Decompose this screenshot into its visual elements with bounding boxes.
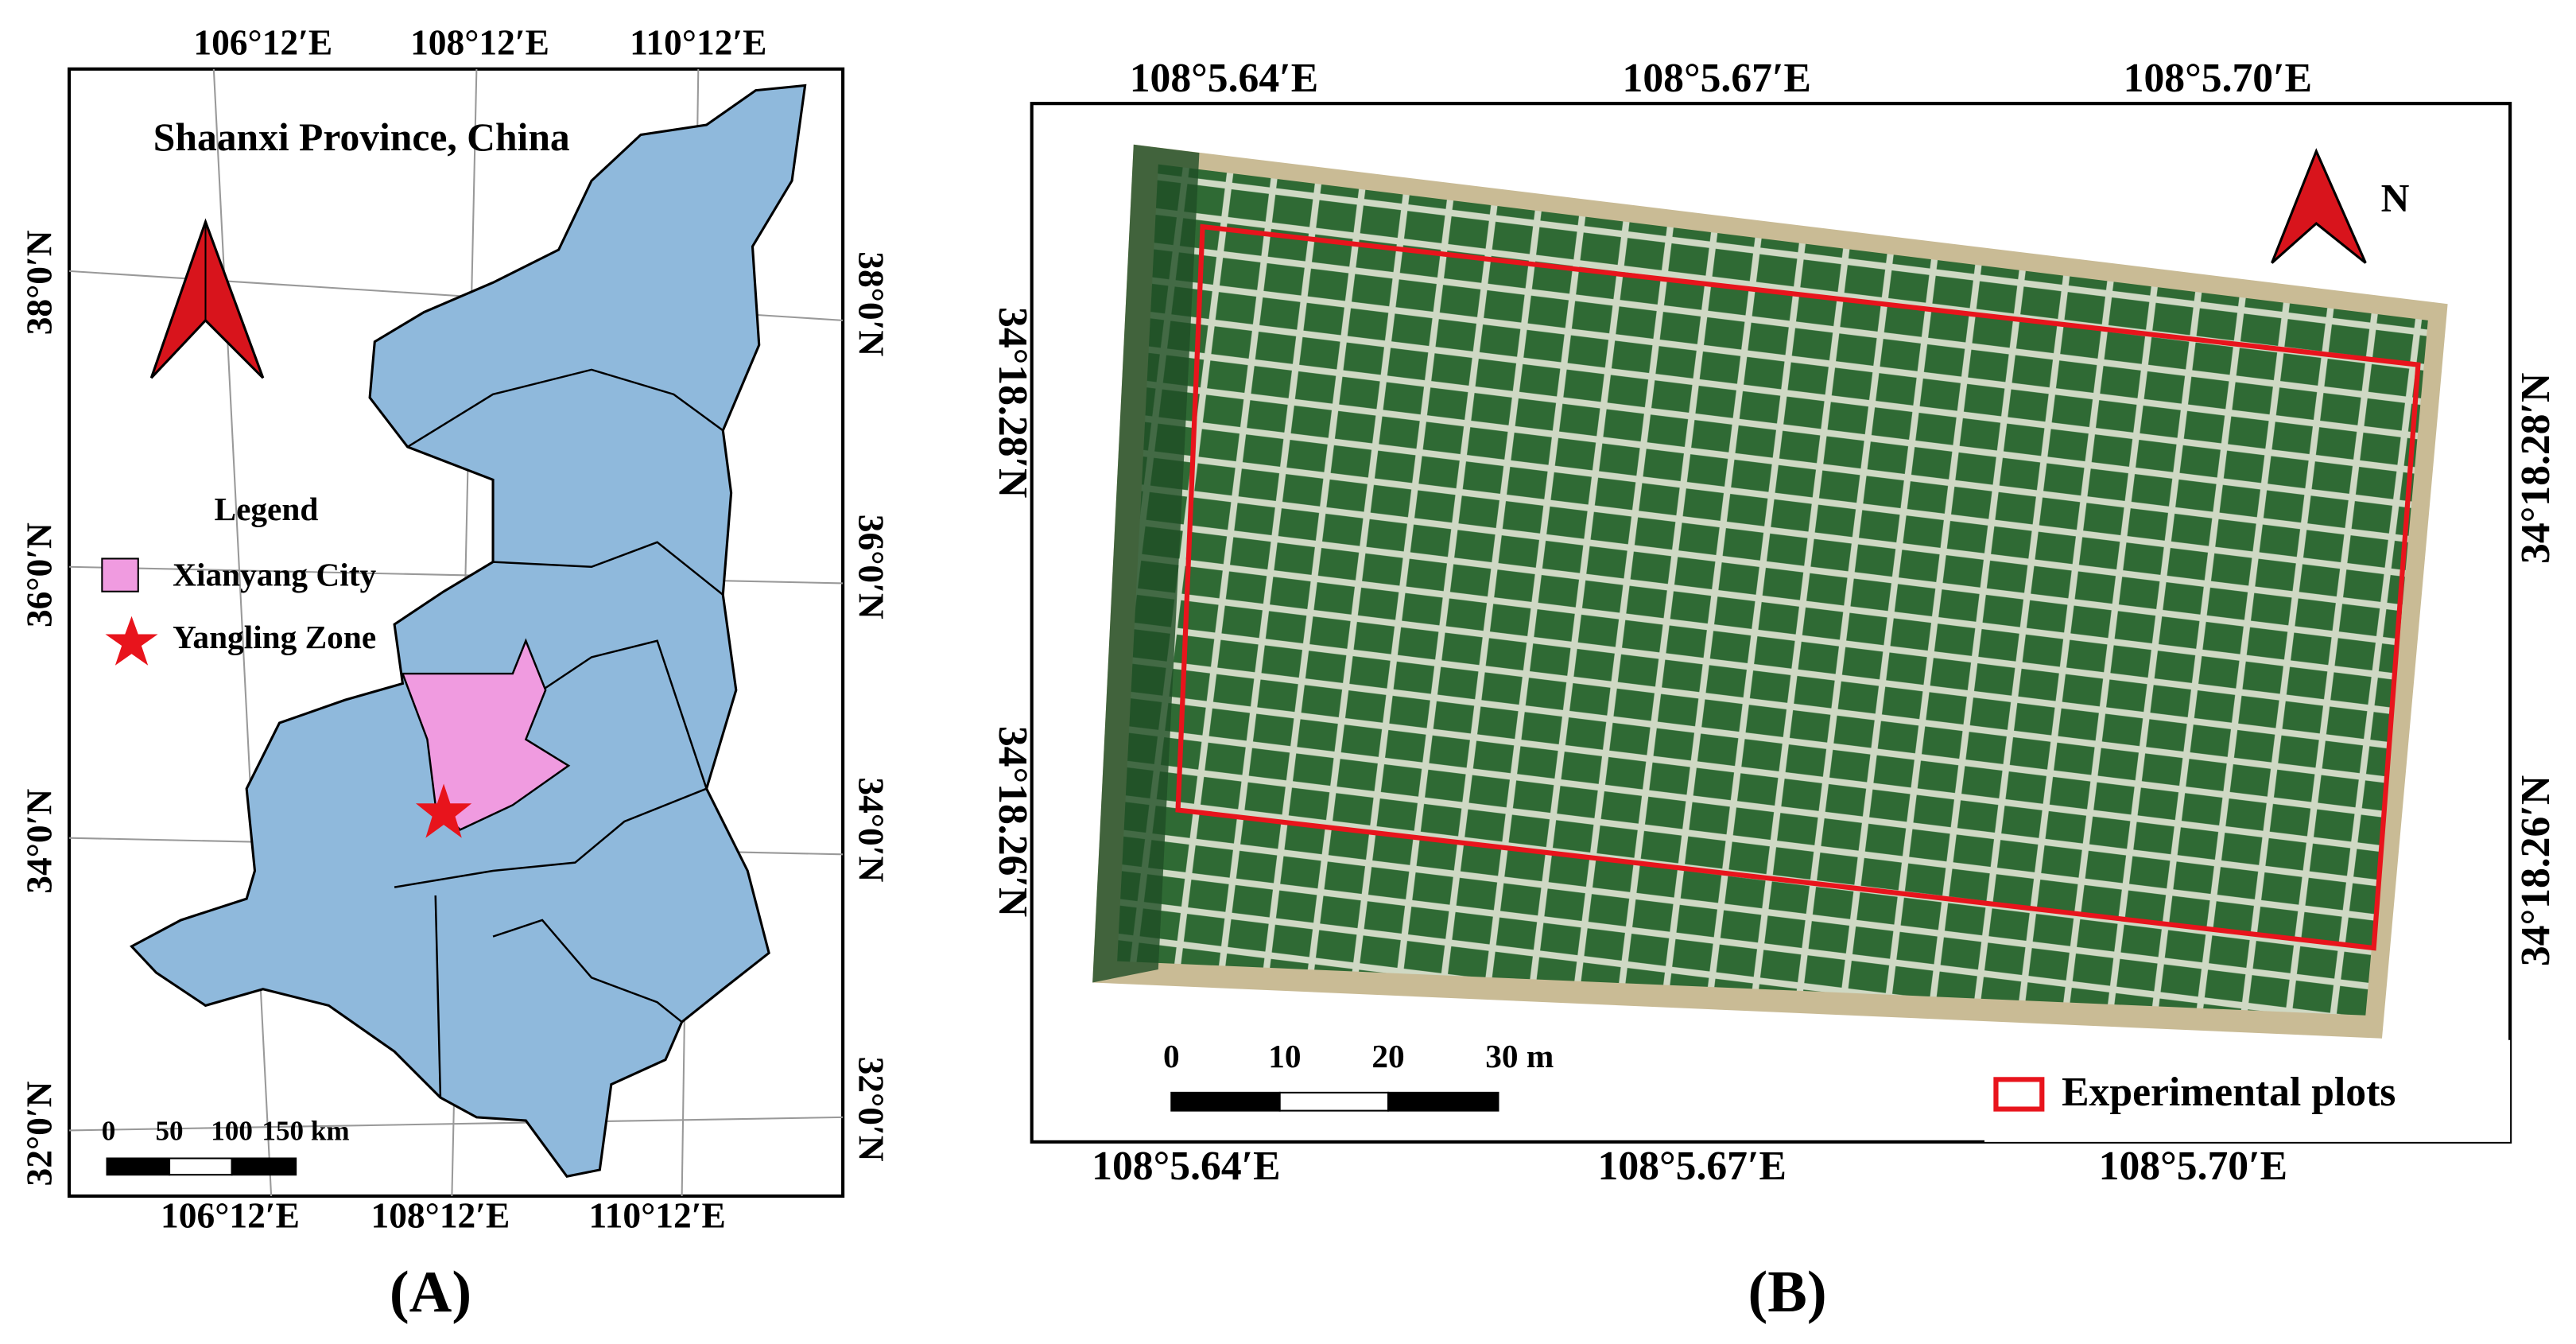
lon-label: 106°12′E: [193, 21, 332, 62]
caption: (B): [1748, 1260, 1827, 1325]
city-boundaries: [394, 368, 724, 1098]
lon-label: 108°12′E: [410, 21, 549, 62]
legend-swatch: [1993, 1077, 2045, 1112]
lat-label: 34°18.26′N: [2513, 775, 2559, 966]
legend-box: [1984, 1039, 2511, 1142]
legend-title: Legend: [215, 491, 319, 527]
scale-label: 10: [1268, 1038, 1301, 1074]
lon-label: 108°5.70′E: [2099, 1144, 2287, 1189]
lat-label: 34°18.26′N: [990, 726, 1035, 917]
yangling-star: [415, 783, 472, 838]
scale-bar: [1170, 1091, 1499, 1112]
lat-label: 36°0′N: [852, 515, 892, 620]
lat-label: 34°0′N: [852, 777, 892, 882]
legend-swatch: [101, 557, 139, 592]
lon-label: 108°5.64′E: [1130, 56, 1318, 101]
lat-label: 34°0′N: [18, 789, 59, 894]
lat-label: 38°0′N: [18, 230, 59, 335]
xianyang-city: [401, 638, 571, 831]
panel-b: [1030, 102, 2512, 1144]
shaanxi-province: [130, 84, 807, 1178]
scale-bar: [106, 1157, 297, 1176]
lat-label: 32°0′N: [852, 1057, 892, 1162]
lon-label: 110°12′E: [630, 21, 766, 62]
lat-label: 38°0′N: [852, 251, 892, 356]
lon-label: 110°12′E: [588, 1194, 725, 1235]
lon-label: 108°5.67′E: [1598, 1144, 1787, 1189]
lon-label: 108°5.70′E: [2124, 56, 2312, 101]
field-edge: [1092, 144, 1200, 983]
lon-label: 108°5.67′E: [1623, 56, 1811, 101]
lat-label: 34°18.28′N: [2513, 373, 2559, 564]
lat-label: 34°18.28′N: [990, 307, 1035, 498]
scale-label: 20: [1371, 1038, 1404, 1074]
north-arrow: [2271, 148, 2367, 264]
field-plots: [1117, 164, 2428, 1016]
caption: (A): [390, 1260, 471, 1325]
scale-label: 30 m: [1485, 1038, 1554, 1074]
scale-label: 50: [155, 1116, 183, 1147]
panel-a: [67, 67, 845, 1198]
map-title: Shaanxi Province, China: [153, 115, 570, 159]
scale-label: 150 km: [262, 1116, 349, 1147]
lat-label: 32°0′N: [18, 1081, 59, 1186]
lon-label: 108°5.64′E: [1092, 1144, 1280, 1189]
north-label: N: [2381, 176, 2410, 219]
scale-label: 100: [211, 1116, 253, 1147]
legend-item: Xianyang City: [173, 557, 376, 593]
lon-label: 106°12′E: [161, 1194, 300, 1235]
lon-label: 108°12′E: [371, 1194, 510, 1235]
scale-label: 0: [102, 1116, 116, 1147]
scale-label: 0: [1163, 1038, 1180, 1074]
lat-label: 36°0′N: [18, 522, 59, 627]
legend-star: [105, 616, 158, 666]
legend-item: Experimental plots: [2062, 1070, 2396, 1115]
legend-item: Yangling Zone: [173, 619, 376, 655]
experimental-plots-outline: [1175, 223, 2421, 951]
